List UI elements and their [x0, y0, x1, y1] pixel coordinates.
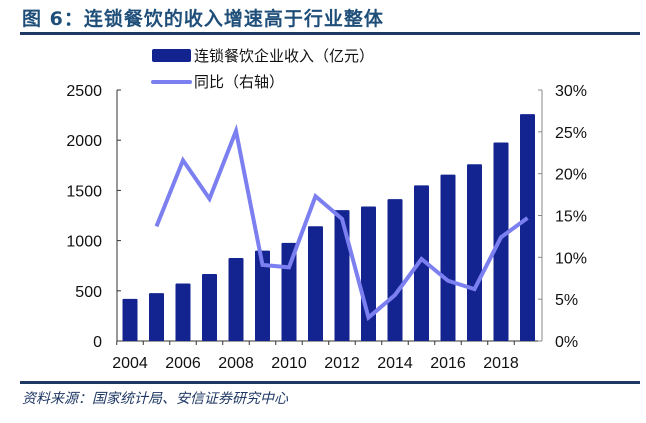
x-tick-label: 2010 — [271, 355, 307, 372]
title-rule — [20, 32, 640, 35]
x-tick-label: 2012 — [324, 355, 360, 372]
x-tick-label: 2014 — [377, 355, 413, 372]
right-tick-label: 25% — [555, 125, 587, 142]
right-tick-label: 20% — [555, 167, 587, 184]
figure-title: 图 6：连锁餐饮的收入增速高于行业整体 — [22, 8, 384, 30]
footer-rule — [20, 381, 640, 384]
x-tick-label: 2006 — [165, 355, 201, 372]
bar-2004 — [122, 298, 138, 341]
bar-2005 — [149, 293, 164, 341]
left-tick-label: 1500 — [66, 183, 102, 200]
bar-2013 — [361, 206, 376, 341]
bar-2017 — [467, 164, 482, 341]
legend-line-label: 同比（右轴） — [194, 74, 284, 91]
x-tick-label: 2018 — [483, 355, 519, 372]
left-tick-label: 500 — [75, 284, 102, 301]
x-tick-label: 2004 — [112, 355, 148, 372]
bar-2011 — [308, 226, 323, 341]
left-tick-label: 1000 — [66, 234, 102, 251]
right-tick-label: 10% — [555, 250, 587, 267]
left-tick-label: 2500 — [66, 83, 102, 100]
bar-2018 — [493, 142, 509, 341]
legend-bar-swatch — [152, 49, 191, 62]
bar-2014 — [387, 199, 403, 341]
right-tick-label: 0% — [555, 334, 578, 351]
bar-2015 — [414, 185, 429, 341]
left-tick-label: 2000 — [66, 133, 102, 150]
x-tick-label: 2016 — [430, 355, 466, 372]
left-tick-label: 0 — [93, 334, 102, 351]
bar-2008 — [228, 257, 244, 341]
bar-2006 — [175, 283, 191, 341]
bar-2009 — [255, 250, 270, 341]
right-tick-label: 30% — [555, 83, 587, 100]
bar-2012 — [334, 210, 350, 341]
right-tick-label: 5% — [555, 292, 578, 309]
bar-2007 — [202, 274, 217, 341]
chart: 0 500 1000 1500 2000 2500 0% 5% 10% 15% 20% 25% 30% 2… — [66, 47, 587, 372]
source-note: 资料来源：国家统计局、安信证券研究中心 — [22, 391, 288, 407]
x-tick-label: 2008 — [218, 355, 254, 372]
legend-bar-label: 连锁餐饮企业收入（亿元） — [194, 47, 374, 65]
bar-2016 — [440, 174, 456, 341]
right-tick-label: 15% — [555, 209, 587, 226]
bar-2019 — [520, 114, 535, 341]
